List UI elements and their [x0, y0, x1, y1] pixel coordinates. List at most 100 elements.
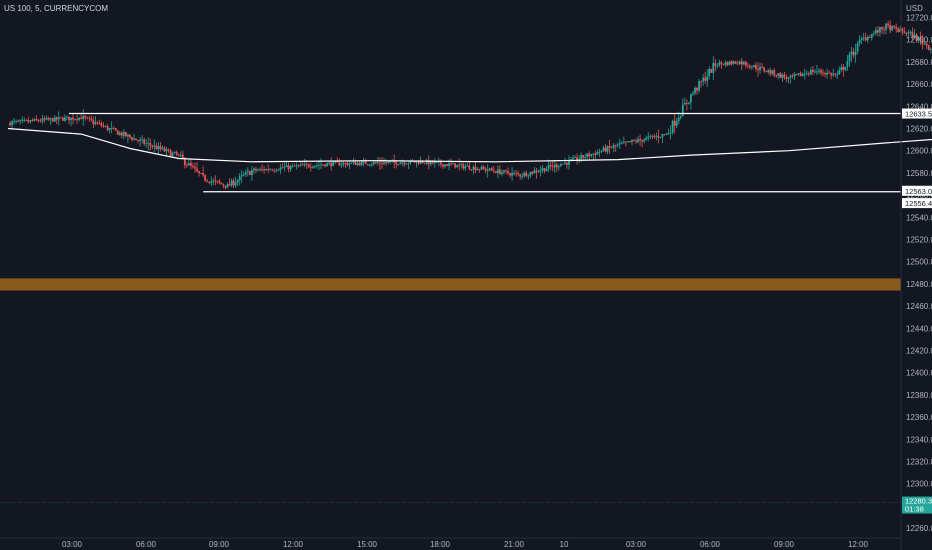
candle-body: [460, 164, 463, 166]
candle-body: [25, 119, 28, 121]
candle-body: [751, 66, 753, 68]
candle-body: [385, 162, 387, 164]
candle-body: [509, 173, 511, 176]
candle-body: [919, 37, 922, 40]
candle-body: [291, 165, 294, 167]
candle-body: [409, 160, 412, 164]
price-tick-label: 12700.0: [906, 36, 932, 45]
candle-body: [102, 126, 105, 127]
candle-body: [702, 77, 705, 82]
candle-body: [535, 170, 538, 173]
candle-body: [887, 23, 889, 26]
candle-body: [61, 117, 64, 121]
candle-body: [145, 143, 148, 145]
candle-body: [289, 166, 292, 170]
candle-body: [891, 25, 894, 31]
candle-body: [53, 117, 56, 122]
time-tick-label: 15:00: [357, 540, 378, 549]
candle-body: [435, 161, 438, 163]
candle-body: [511, 172, 513, 176]
candle-body: [187, 163, 190, 166]
candle-body: [362, 161, 365, 163]
candle-body: [885, 23, 887, 30]
price-axis[interactable]: 12720.0 12700.0 12680.0 12660.0 12640.0 12620…: [906, 14, 932, 534]
candle-body: [297, 165, 300, 167]
candle-body: [472, 166, 475, 170]
candle-body: [21, 119, 24, 121]
candle-body: [238, 176, 241, 181]
time-tick-label: 03:00: [62, 540, 83, 549]
price-tick-label: 12600.0: [906, 147, 932, 156]
candle-body: [228, 184, 231, 186]
candle-body: [293, 165, 296, 167]
candle-body: [196, 168, 198, 172]
candle-body: [513, 172, 515, 174]
candle-body: [553, 164, 556, 168]
time-axis[interactable]: 03:00 06:00 09:00 12:00 15:00 18:00 21:00 10 03:…: [62, 540, 869, 549]
candle-body: [685, 103, 688, 104]
candle-body: [864, 37, 867, 41]
candle-body: [173, 152, 176, 153]
candle-body: [427, 159, 430, 165]
candle-body: [360, 161, 363, 166]
candle-body: [259, 168, 261, 171]
candle-body: [147, 143, 150, 144]
candle-body: [120, 132, 123, 136]
candle-body: [387, 161, 389, 163]
candle-body: [724, 62, 727, 65]
candle-body: [348, 163, 351, 166]
candle-body: [744, 61, 747, 66]
candle-body: [368, 164, 371, 166]
candle-body: [624, 141, 627, 143]
candle-body: [100, 123, 103, 127]
candle-body: [594, 153, 597, 155]
candle-body: [870, 34, 873, 38]
candle-body: [454, 163, 457, 168]
candle-body: [738, 61, 741, 65]
candle-body: [226, 184, 229, 188]
candle-body: [210, 181, 213, 183]
candle-body: [358, 163, 361, 166]
candle-body: [110, 128, 113, 129]
candle-body: [78, 117, 81, 120]
candle-body: [389, 161, 392, 163]
candle-body: [433, 161, 436, 164]
candle-body: [350, 162, 353, 164]
price-tick-label: 12660.0: [906, 80, 932, 89]
candle-body: [858, 39, 861, 44]
candle-body: [811, 69, 814, 73]
candle-body: [805, 73, 808, 75]
candle-body: [153, 145, 156, 147]
candle-body: [141, 139, 144, 141]
candle-body: [133, 138, 135, 140]
price-tick-label: 12380.0: [906, 391, 932, 400]
candle-body: [832, 73, 835, 76]
support-zone[interactable]: [0, 278, 901, 291]
candle-body: [606, 146, 609, 152]
candle-body: [895, 26, 898, 29]
candle-body: [584, 157, 587, 158]
candle-body: [559, 164, 562, 167]
candle-body: [769, 70, 772, 74]
candle-body: [557, 166, 560, 168]
candle-body: [785, 77, 788, 79]
candle-body: [647, 136, 650, 138]
candle-body: [452, 163, 455, 165]
price-tick-label: 12360.0: [906, 413, 932, 422]
candle-body: [19, 120, 22, 122]
candle-body: [161, 147, 164, 149]
candle-body: [488, 168, 491, 171]
candle-body: [41, 118, 44, 122]
candle-body: [131, 137, 133, 140]
price-tick-label: 12580.0: [906, 169, 932, 178]
candle-body: [496, 169, 499, 174]
candle-body: [23, 119, 26, 121]
moving-average-line[interactable]: [7, 127, 932, 198]
candle-body: [244, 172, 247, 175]
candle-body: [17, 120, 20, 122]
candle-body: [677, 117, 680, 122]
candle-body: [694, 87, 696, 94]
candle-body: [765, 71, 768, 73]
